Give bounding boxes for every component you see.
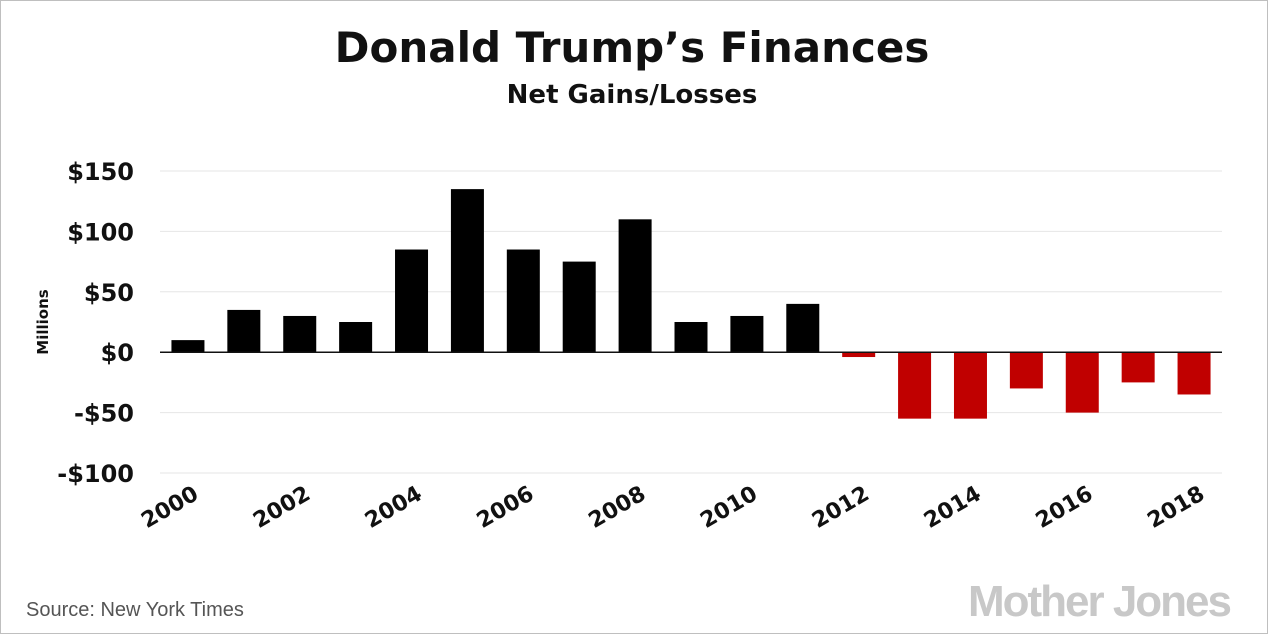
x-tick-label: 2014: [920, 482, 986, 534]
y-tick-label: $100: [67, 218, 134, 246]
bar-2017: [1121, 352, 1155, 383]
source-note: Source: New York Times: [26, 599, 244, 621]
bar-2008: [618, 219, 652, 353]
bar-2016: [1065, 352, 1099, 413]
bar-2010: [730, 315, 764, 353]
bar-2014: [953, 352, 987, 419]
y-tick-label: $0: [101, 339, 134, 367]
x-tick-label: 2016: [1032, 482, 1098, 534]
bar-2013: [898, 352, 932, 419]
chart-title: Donald Trump’s Finances: [335, 23, 930, 72]
bar-2004: [395, 249, 429, 353]
bar-2005: [450, 189, 484, 353]
bar-2000: [171, 340, 205, 353]
y-tick-label: -$50: [74, 400, 134, 428]
bar-2006: [506, 249, 540, 353]
y-tick-label: $150: [67, 158, 134, 186]
y-tick-labels: $150 $100 $50 $0 -$50 -$100: [57, 158, 134, 488]
bar-2003: [339, 322, 373, 353]
bar-2001: [227, 309, 261, 353]
y-tick-label: -$100: [57, 460, 134, 488]
x-tick-label: 2000: [137, 482, 203, 534]
y-axis-label: Millions: [34, 289, 52, 354]
bar-2012: [842, 352, 876, 358]
x-tick-label: 2006: [473, 482, 539, 534]
x-tick-labels: 2000 2002 2004 2006 2008 2010 2012 2014 2016 2018: [137, 482, 1209, 534]
y-tick-label: $50: [84, 279, 134, 307]
x-tick-label: 2012: [808, 482, 874, 534]
bar-2015: [1009, 352, 1043, 389]
bar-2002: [283, 315, 317, 353]
x-tick-label: 2008: [585, 482, 651, 534]
x-tick-label: 2010: [696, 482, 762, 534]
x-tick-label: 2004: [361, 482, 427, 534]
bar-2009: [674, 322, 708, 353]
x-tick-label: 2018: [1144, 482, 1210, 534]
mother-jones-logo: Mother Jones: [968, 577, 1231, 626]
gridlines: [160, 170, 1222, 474]
chart-subtitle: Net Gains/Losses: [507, 80, 758, 110]
bar-2011: [786, 303, 820, 353]
bar-2018: [1177, 352, 1211, 395]
x-tick-label: 2002: [249, 482, 315, 534]
bars: [171, 189, 1211, 419]
bar-2007: [562, 261, 596, 353]
